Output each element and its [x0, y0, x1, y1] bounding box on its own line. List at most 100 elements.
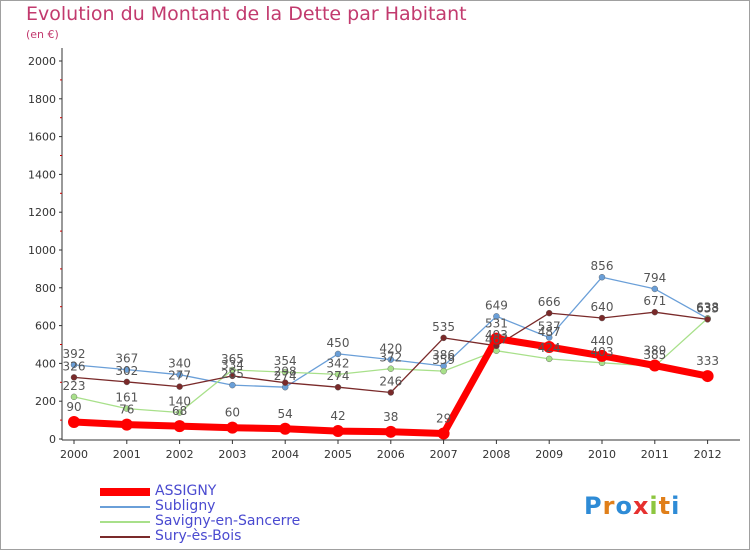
- data-point: [120, 418, 133, 431]
- data-point: [598, 314, 606, 322]
- data-point: [546, 309, 553, 317]
- y-tick-label: 1800: [28, 93, 56, 106]
- data-point: [173, 420, 186, 433]
- data-point: [651, 308, 658, 316]
- data-label: 649: [485, 298, 508, 312]
- legend-label: ASSIGNY: [155, 483, 217, 499]
- x-tick-label: 2009: [535, 448, 563, 461]
- data-point: [70, 393, 78, 401]
- x-tick-label: 2012: [694, 448, 722, 461]
- data-point: [123, 366, 131, 373]
- data-point: [226, 421, 239, 434]
- data-point: [704, 316, 711, 323]
- data-point: [598, 274, 606, 281]
- data-label: 367: [115, 352, 138, 366]
- data-label: 389: [643, 343, 666, 357]
- y-tick-label: 600: [35, 320, 56, 333]
- y-tick-label: 200: [35, 395, 56, 408]
- data-point: [282, 379, 289, 386]
- data-label: 671: [643, 294, 666, 308]
- data-label: 342: [327, 356, 350, 370]
- x-tick-label: 2010: [588, 448, 616, 461]
- y-tick-label: 1600: [28, 131, 56, 144]
- data-label: 298: [274, 365, 297, 379]
- logo-letter: P: [584, 492, 603, 520]
- logo-letter: i: [649, 492, 659, 520]
- data-point: [334, 384, 342, 391]
- logo-letter: i: [671, 492, 681, 520]
- x-tick-label: 2003: [218, 448, 246, 461]
- data-label: 223: [63, 379, 86, 393]
- legend-label: Savigny-en-Sancerre: [155, 513, 301, 529]
- data-label: 385: [643, 348, 666, 362]
- x-tick-label: 2004: [271, 448, 299, 461]
- data-point: [387, 389, 394, 396]
- data-point: [279, 422, 292, 435]
- data-point: [332, 425, 344, 438]
- data-label: 424: [538, 341, 561, 355]
- data-label: 493: [485, 328, 508, 342]
- data-label: 487: [538, 325, 561, 339]
- data-point: [229, 381, 236, 389]
- legend-swatch-sury: [100, 536, 150, 538]
- data-label: 420: [379, 342, 402, 356]
- legend-swatch-subligny: [100, 506, 150, 508]
- data-point: [440, 334, 447, 342]
- data-label: 638: [696, 300, 719, 314]
- data-label: 161: [115, 391, 138, 405]
- data-label: 302: [115, 364, 138, 378]
- data-label: 38: [383, 410, 398, 424]
- data-point: [437, 427, 450, 440]
- data-point: [490, 332, 503, 345]
- x-tick-label: 2000: [60, 448, 88, 461]
- data-label: 333: [696, 354, 719, 368]
- data-label: 274: [327, 369, 350, 383]
- y-tick-label: 1400: [28, 168, 56, 181]
- legend-item-subligny: Subligny: [100, 498, 430, 514]
- data-point: [176, 383, 183, 390]
- data-label: 326: [63, 359, 86, 373]
- data-label: 392: [63, 347, 86, 361]
- data-label: 54: [278, 407, 293, 421]
- data-label: 277: [168, 369, 191, 383]
- data-label: 440: [591, 334, 614, 348]
- data-label: 29: [436, 412, 451, 426]
- data-point: [68, 415, 80, 428]
- data-label: 60: [225, 406, 240, 420]
- legend: ASSIGNY Subligny Savigny-en-Sancerre Sur…: [100, 483, 430, 544]
- data-point: [282, 368, 289, 376]
- data-label: 76: [119, 403, 134, 417]
- data-label: 638: [696, 300, 719, 314]
- x-tick-label: 2002: [166, 448, 194, 461]
- data-label: 42: [330, 409, 345, 423]
- legend-item-assigny: ASSIGNY: [100, 483, 430, 499]
- data-label: 386: [432, 348, 455, 362]
- x-tick-label: 2006: [377, 448, 405, 461]
- x-tick-label: 2001: [113, 448, 141, 461]
- data-label: 633: [696, 301, 719, 315]
- data-point: [387, 356, 394, 363]
- data-point: [70, 374, 78, 381]
- legend-swatch-savigny: [100, 521, 150, 523]
- y-tick-label: 1200: [28, 206, 56, 219]
- data-point: [387, 365, 394, 372]
- data-point: [334, 371, 342, 378]
- data-point: [176, 409, 183, 416]
- data-label: 334: [221, 358, 244, 372]
- data-point: [546, 334, 553, 341]
- data-label: 340: [168, 357, 191, 371]
- data-label: 372: [379, 351, 402, 365]
- data-point: [493, 313, 500, 320]
- legend-item-sury: Sury-ès-Bois: [100, 528, 430, 544]
- data-point: [123, 405, 131, 412]
- data-label: 666: [538, 295, 561, 309]
- data-label: 794: [643, 271, 666, 285]
- y-tick-label: 0: [49, 433, 56, 446]
- y-tick-label: 800: [35, 282, 56, 295]
- data-point: [651, 285, 658, 293]
- data-point: [123, 378, 131, 386]
- data-label: 68: [172, 404, 187, 418]
- data-label: 537: [538, 320, 561, 334]
- data-label: 856: [591, 259, 614, 273]
- data-label: 90: [66, 400, 81, 414]
